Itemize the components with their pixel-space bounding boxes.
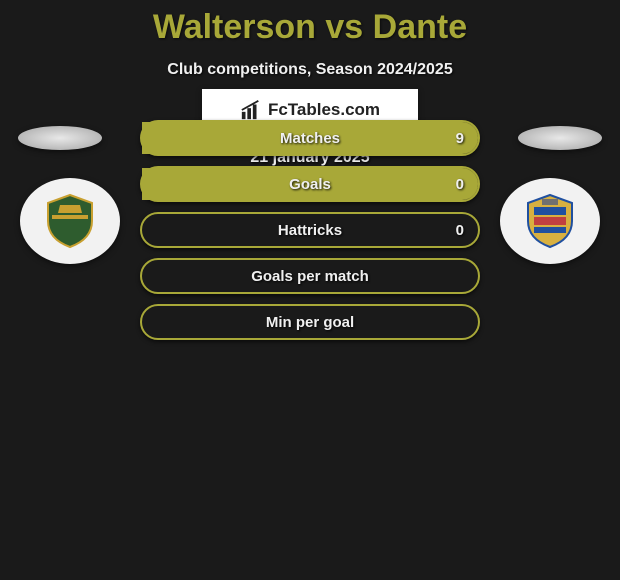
stat-row: Min per goal [140, 304, 480, 340]
shield-icon [40, 191, 100, 251]
stat-value-right: 0 [456, 222, 464, 239]
stat-row: Goals per match [140, 258, 480, 294]
chart-icon [240, 99, 262, 121]
player-avatar-right [518, 126, 602, 150]
stat-value-right: 9 [456, 130, 464, 147]
page-title: Walterson vs Dante [0, 0, 620, 47]
shield-icon [520, 191, 580, 251]
stat-row: Hattricks 0 [140, 212, 480, 248]
stat-value-right: 0 [456, 176, 464, 193]
subtitle: Club competitions, Season 2024/2025 [0, 61, 620, 79]
stat-label: Goals per match [251, 268, 369, 285]
stat-label: Hattricks [278, 222, 342, 239]
player-avatar-left [18, 126, 102, 150]
stat-row: Goals 0 [140, 166, 480, 202]
stat-row: Matches 9 [140, 120, 480, 156]
logo-text: FcTables.com [268, 100, 380, 120]
club-badge-right [500, 178, 600, 264]
stat-label: Min per goal [266, 314, 354, 331]
stat-label: Matches [280, 130, 340, 147]
stats-panel: Matches 9 Goals 0 Hattricks 0 Goals per match M… [140, 120, 480, 350]
club-badge-left [20, 178, 120, 264]
stat-label: Goals [289, 176, 331, 193]
